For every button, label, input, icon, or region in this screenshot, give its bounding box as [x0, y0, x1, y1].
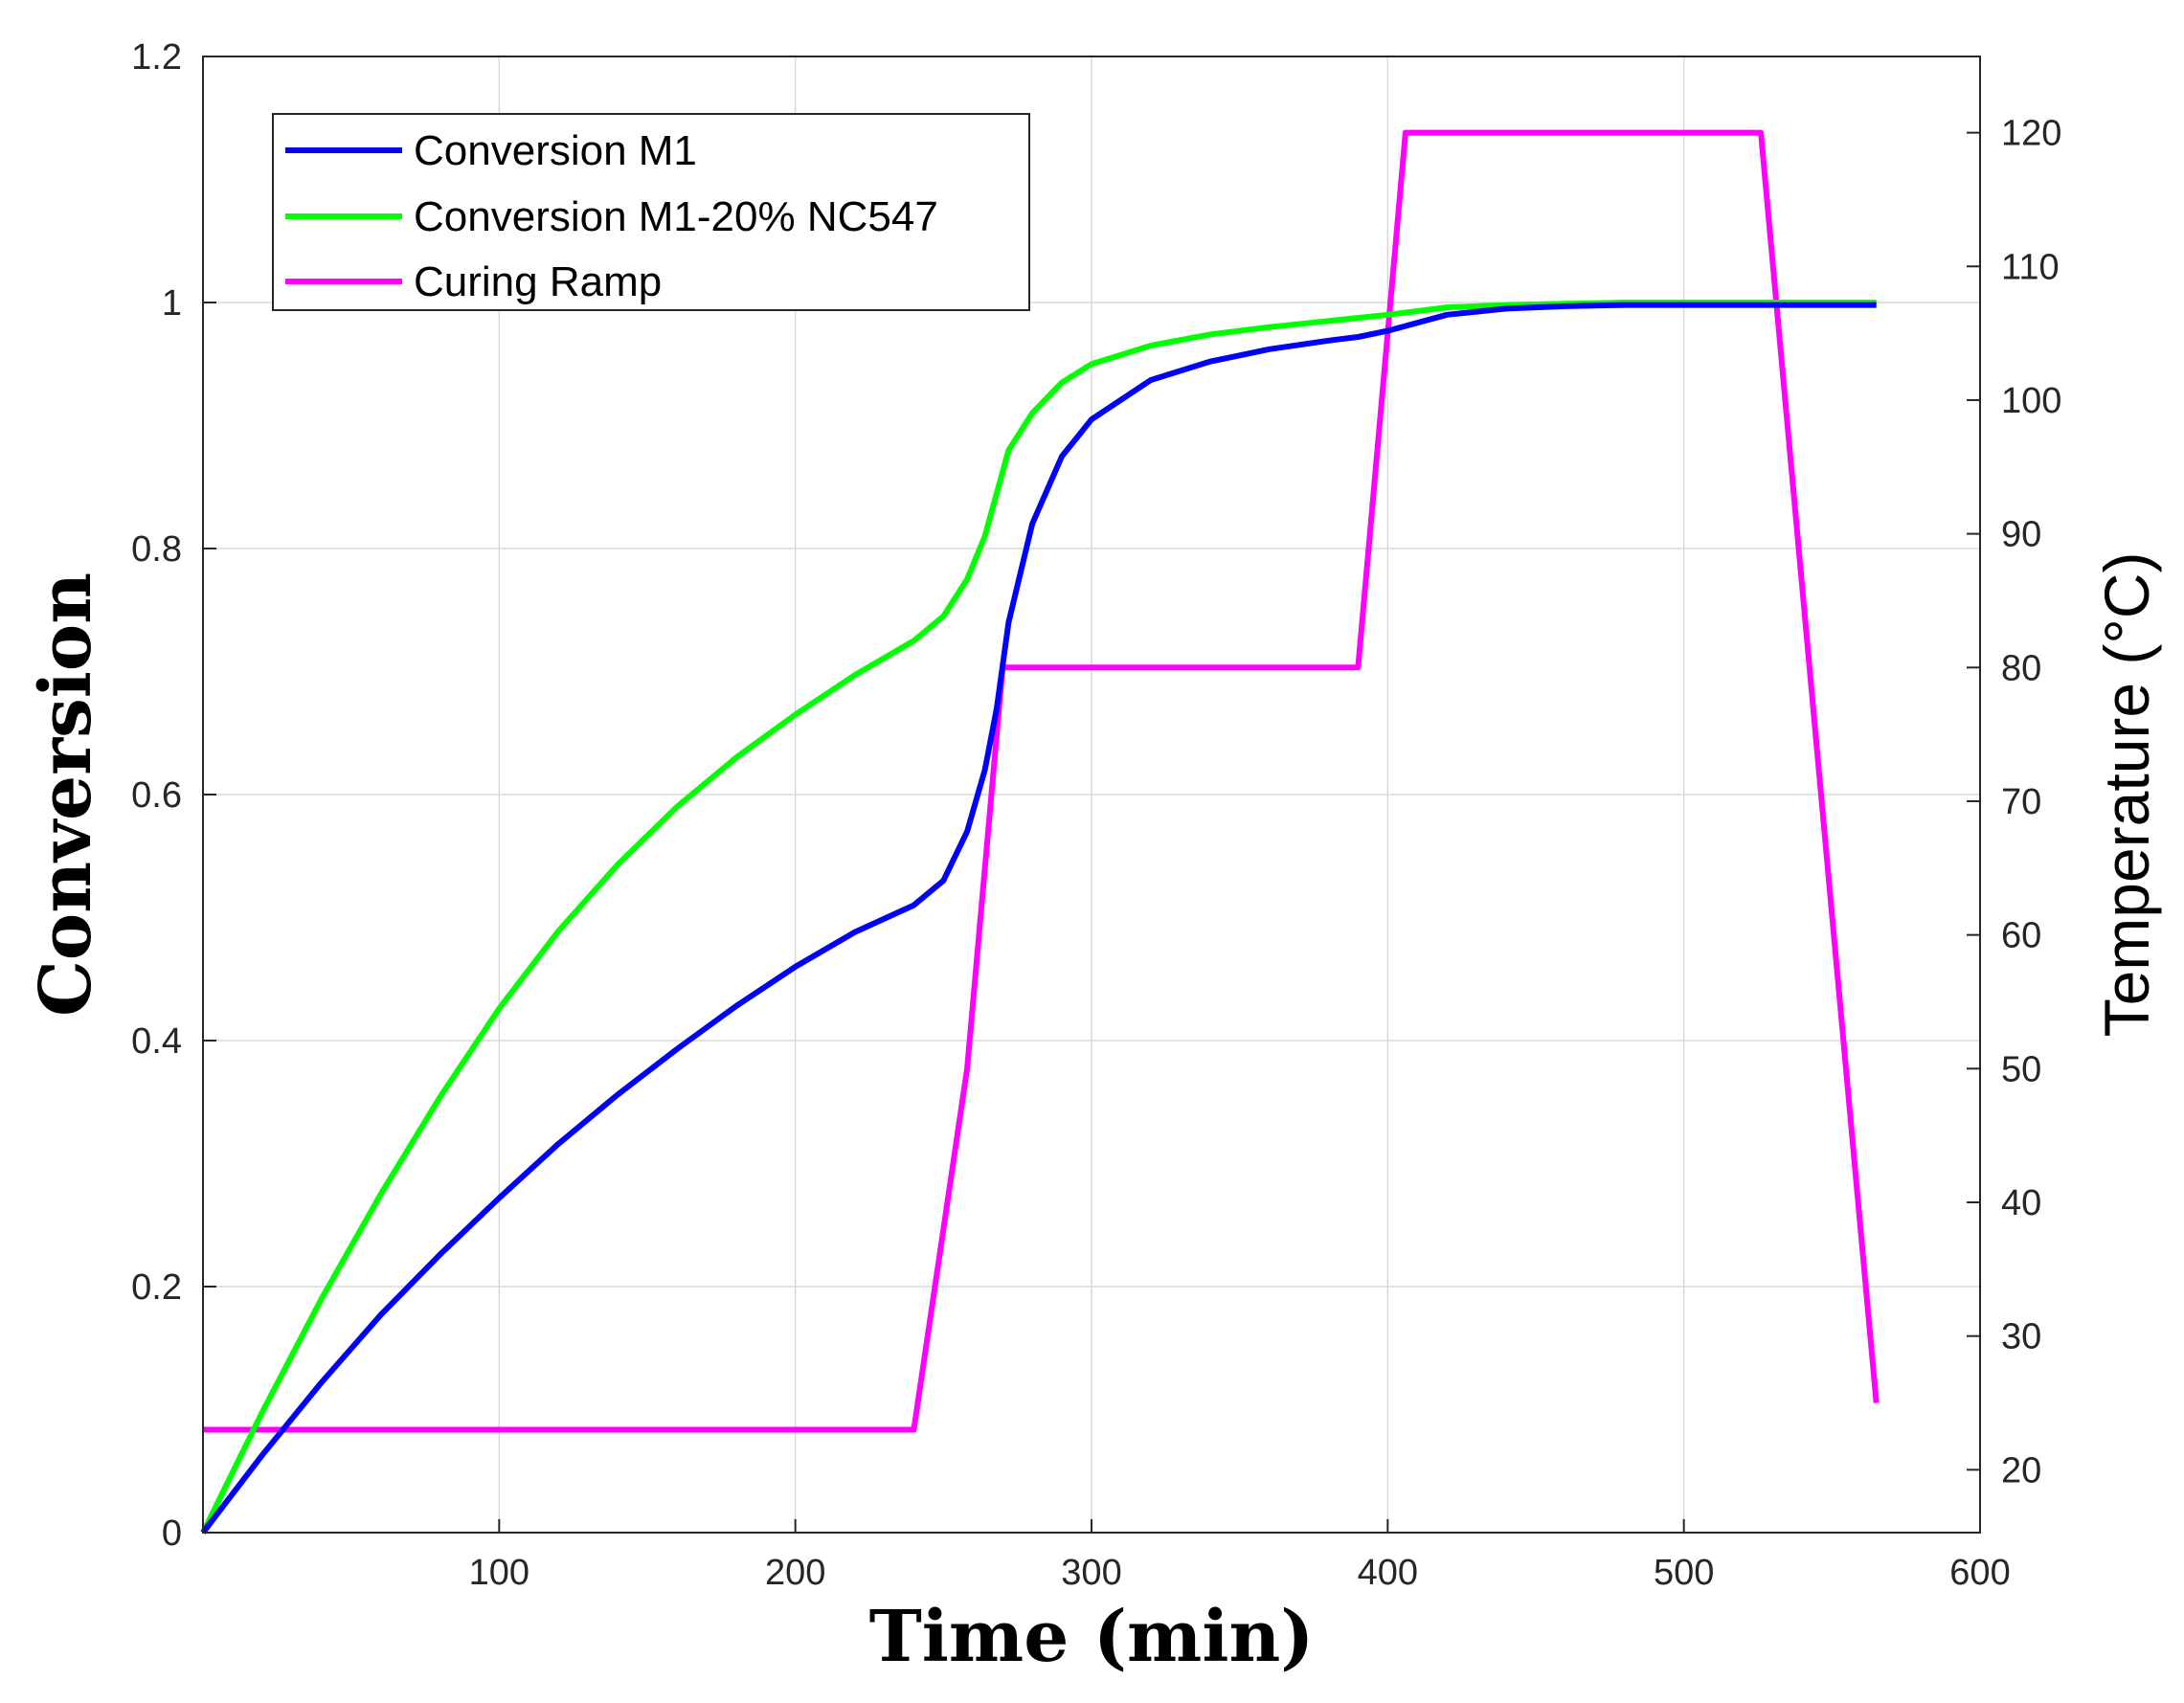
y2-tick-label: 100 [2001, 381, 2061, 421]
y-tick-label: 1.2 [131, 37, 182, 78]
y2-tick-label: 80 [2001, 648, 2041, 688]
x-tick-label: 500 [1654, 1553, 1714, 1593]
series-group [200, 129, 1880, 1535]
x-tick-label: 200 [765, 1553, 825, 1593]
y2-tick-label: 120 [2001, 114, 2061, 154]
y2-tick-label: 70 [2001, 782, 2041, 822]
x-tick-label: 400 [1358, 1553, 1418, 1593]
y2-tick-label: 60 [2001, 916, 2041, 956]
y2-tick-label: 20 [2001, 1450, 2041, 1490]
ticks: 100 200 300 400 500 600 0 0.2 0.4 0.6 0.8 1 1.2 20 30 4… [131, 37, 2061, 1593]
y2-tick-label: 50 [2001, 1049, 2041, 1089]
y2-axis-title: Temperature (°C) [2091, 552, 2162, 1038]
y-axis-title: Conversion [25, 572, 107, 1017]
series-line-conversion-m1 [200, 302, 1877, 1535]
legend-label-curing-ramp: Curing Ramp [414, 258, 662, 305]
series-line-conversion-m1-20-nc547 [200, 300, 1877, 1535]
x-tick-label: 300 [1061, 1553, 1121, 1593]
legend-label-conversion-m1-nc547: Conversion M1-20% NC547 [414, 193, 938, 240]
y-tick-label: 1 [162, 283, 182, 324]
y-tick-label: 0.2 [131, 1267, 182, 1308]
x-axis-title: Time (min) [869, 1596, 1315, 1678]
legend-label-conversion-m1: Conversion M1 [414, 127, 697, 174]
y-tick-label: 0 [162, 1513, 182, 1554]
x-tick-label: 100 [469, 1553, 529, 1593]
y2-tick-label: 90 [2001, 515, 2041, 555]
x-tick-label: 600 [1949, 1553, 2010, 1593]
series-line-curing-ramp [203, 129, 1880, 1433]
legend-box [272, 113, 1030, 311]
legend: Conversion M1 Conversion M1-20% NC547 Cu… [272, 113, 1030, 311]
y2-tick-label: 40 [2001, 1183, 2041, 1223]
y-tick-label: 0.6 [131, 775, 182, 816]
y-tick-label: 0.4 [131, 1021, 182, 1062]
y-tick-label: 0.8 [131, 529, 182, 570]
y2-tick-label: 30 [2001, 1317, 2041, 1357]
y2-tick-label: 110 [2001, 247, 2060, 287]
